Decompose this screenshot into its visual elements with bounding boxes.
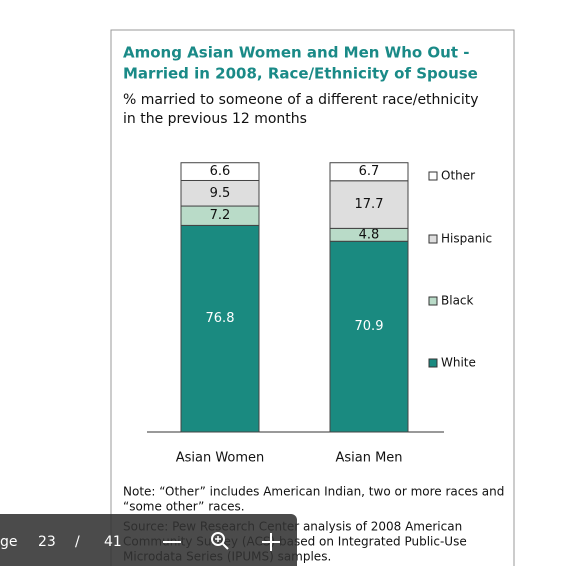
toolbar: ge 23 / 41 [0,514,297,566]
legend-label: Hispanic [441,232,492,246]
data-label: 17.7 [355,197,384,212]
zoom-fit[interactable] [211,532,229,550]
subtitle: in the previous 12 months [123,111,307,127]
pdf-page [110,29,515,566]
plot: 76.8 7.2 9.5 6.6 Asian Women 70.9 4.8 17.7 6.7 As… [176,162,492,466]
page-separator: / [75,534,80,550]
data-label: 7.2 [210,208,231,223]
data-label: 76.8 [206,311,235,326]
note: “some other” races. [123,500,245,514]
bar-segment [180,224,260,433]
data-label: 6.6 [210,164,231,179]
x-tick-label: Asian Women [176,451,265,466]
legend-label: Other [441,169,475,183]
current-page[interactable]: 23 [38,534,56,550]
legend-swatch [428,296,438,306]
legend-label: White [441,356,476,370]
legend-swatch [428,171,438,181]
bar-segment [329,240,409,433]
bar-segment [329,180,409,229]
chart-title: Among Asian Women and Men Who Out - [123,44,469,62]
zoom-in[interactable] [262,533,280,551]
toolbar-bg [0,514,297,566]
x-tick-label: Asian Men [335,451,402,466]
data-label: 4.8 [359,227,380,242]
page-label: ge [0,534,18,550]
subtitle: % married to someone of a different race… [123,92,479,108]
chart-title: Married in 2008, Race/Ethnicity of Spous… [123,65,478,83]
data-label: 6.7 [359,164,380,179]
bar-segment [180,162,260,181]
legend-swatch [428,358,438,368]
total-pages: 41 [104,534,122,550]
bar-segment [329,162,409,182]
data-label: 70.9 [355,319,384,334]
legend-swatch [428,234,438,244]
legend-label: Black [441,294,474,308]
note: Note: “Other” includes American Indian, … [123,485,504,499]
data-label: 9.5 [210,186,231,201]
